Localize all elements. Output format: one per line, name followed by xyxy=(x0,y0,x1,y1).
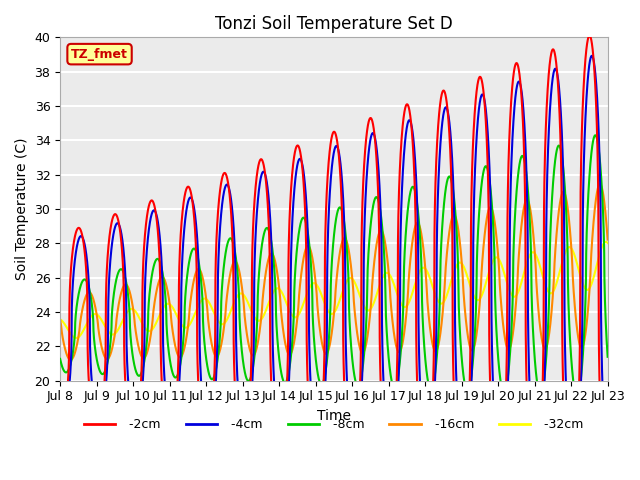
Legend:  -2cm,  -4cm,  -8cm,  -16cm,  -32cm: -2cm, -4cm, -8cm, -16cm, -32cm xyxy=(79,413,589,436)
Title: Tonzi Soil Temperature Set D: Tonzi Soil Temperature Set D xyxy=(215,15,452,33)
Y-axis label: Soil Temperature (C): Soil Temperature (C) xyxy=(15,138,29,280)
X-axis label: Time: Time xyxy=(317,409,351,423)
Text: TZ_fmet: TZ_fmet xyxy=(71,48,128,60)
